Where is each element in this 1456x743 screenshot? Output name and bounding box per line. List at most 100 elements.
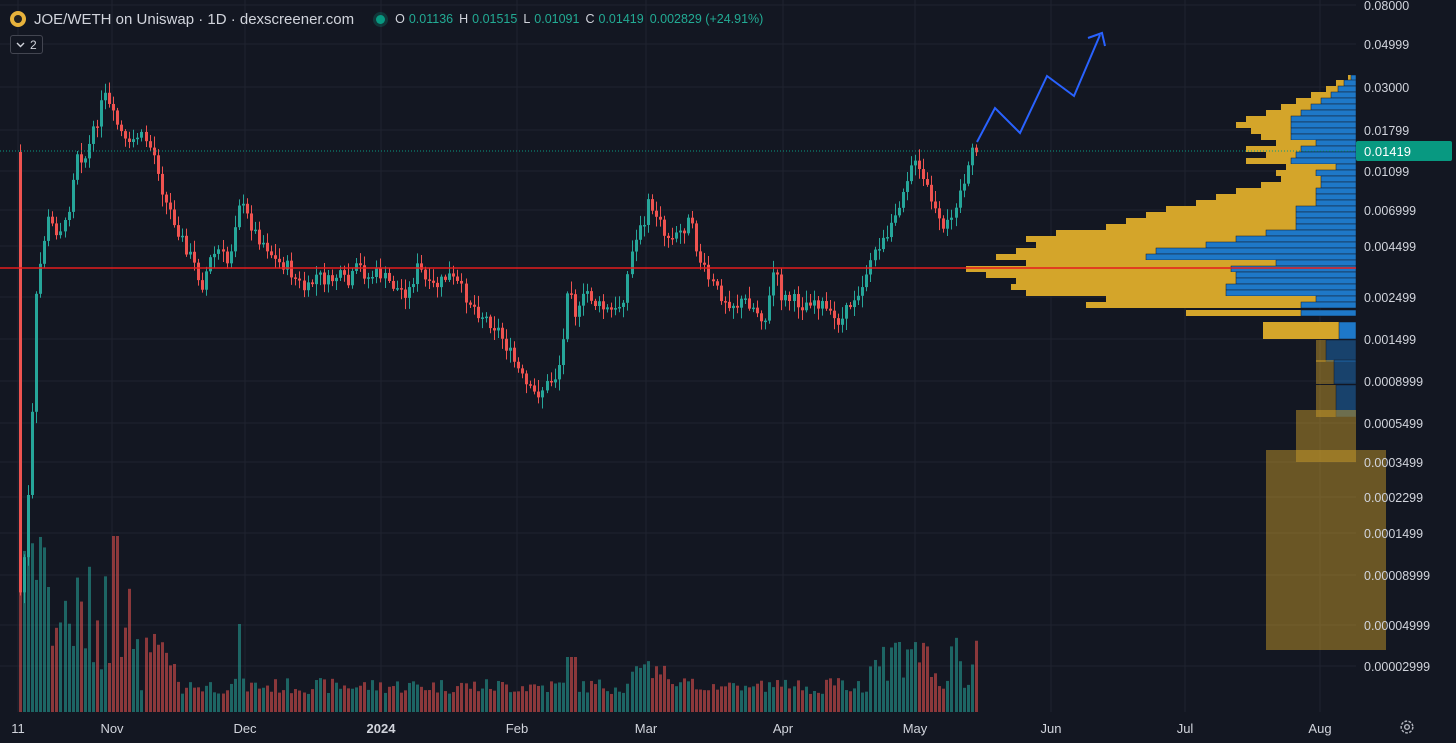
volume-bar [554,683,557,712]
volume-bar [869,666,872,712]
candle-body [242,203,245,206]
candle-body [821,301,824,309]
volume-bar [971,664,974,712]
candle-body [626,274,629,303]
volume-bar [558,682,561,712]
volume-bar [319,678,322,712]
candle-body [882,237,885,250]
volume-bar [100,669,103,712]
volume-bar [497,680,500,712]
time-tick-label: Nov [100,721,124,736]
candle-body [752,307,755,310]
volume-bar [874,659,877,712]
candle-body [197,262,200,281]
volume-bar [748,687,751,712]
volume-bar [906,649,909,712]
candle-body [294,277,297,279]
candle-body [558,365,561,380]
volume-bar [262,687,265,712]
volume-bar [161,642,164,712]
volume-bar [282,690,285,712]
volume-bar [120,656,123,712]
volume-bar [647,661,650,712]
volume-bar [258,688,261,712]
volume-bar [124,627,127,712]
chart-title: JOE/WETH on Uniswap · 1D · dexscreener.c… [34,10,355,28]
price-tick-label: 0.01099 [1364,165,1409,179]
time-tick-label: Jul [1177,721,1194,736]
volume-bar [546,692,549,712]
candle-body [428,279,431,281]
volume-bar [286,678,289,712]
volume-bar [132,648,135,712]
candle-body [335,277,338,282]
candle-body [384,272,387,279]
candle-body [578,305,581,317]
vp-up-segment [1315,193,1357,201]
price-axis[interactable]: 0.08000 0.04999 0.03000 0.01799 0.01099 0.006… [1364,0,1430,674]
volume-bar [331,678,334,712]
candlesticks [19,82,978,604]
gear-icon[interactable] [1398,718,1416,736]
candle-body [420,263,423,270]
candle-body [837,318,840,325]
candle-body [890,222,893,238]
candle-body [817,300,820,309]
volume-bar [242,678,245,712]
candle-body [465,283,468,303]
vp-up-segment [1295,223,1357,231]
candle-body [201,280,204,290]
candle-body [501,327,504,339]
vp-up-segment [1295,205,1357,213]
forecast-path[interactable] [976,34,1101,143]
candle-body [509,347,512,351]
volume-bar [918,662,921,712]
volume-bar [359,685,362,712]
volume-bar [788,688,791,712]
candle-body [967,165,970,184]
vp-down-segment [1276,140,1316,146]
vp-up-segment [1290,121,1357,129]
candle-body [525,373,528,385]
candle-body [132,139,135,142]
vp-down-segment [1276,170,1316,176]
candle-body [140,131,143,138]
volume-bar [489,688,492,712]
volume-bar [622,692,625,712]
volume-bar [209,682,212,712]
volume-bar [882,646,885,712]
candle-body [537,391,540,398]
candle-body [205,271,208,290]
volume-bar [436,692,439,712]
volume-bar [43,547,46,712]
volume-bar [234,678,237,712]
candle-body [469,302,472,305]
volume-bar [655,666,658,712]
vp-down-segment [1236,122,1291,128]
candle-body [813,300,816,306]
volume-bar [205,685,208,712]
vp-down-segment [1166,206,1296,212]
vp-down-segment [1326,86,1338,92]
indicators-toggle[interactable]: 2 [10,35,43,54]
candle-body [550,380,553,383]
vp-up-segment [1225,289,1357,297]
time-axis[interactable]: 11 Nov Dec 2024 Feb Mar Apr May Jun Jul Aug [11,721,1331,736]
volume-bar [145,637,148,712]
vp-down-segment [1311,92,1331,98]
candle-body [327,275,330,285]
candle-body [424,269,427,280]
candle-body [663,219,666,236]
volume-bar [460,682,463,712]
candle-body [355,263,358,271]
volume-bar [821,693,824,712]
volume-bar [813,690,816,712]
time-tick-label: Apr [773,721,794,736]
volume-bar [197,687,200,712]
vp-up-segment [1333,359,1357,385]
candle-body [562,339,565,366]
volume-bar [574,657,577,712]
volume-bar [76,577,79,712]
volume-bar [412,681,415,712]
